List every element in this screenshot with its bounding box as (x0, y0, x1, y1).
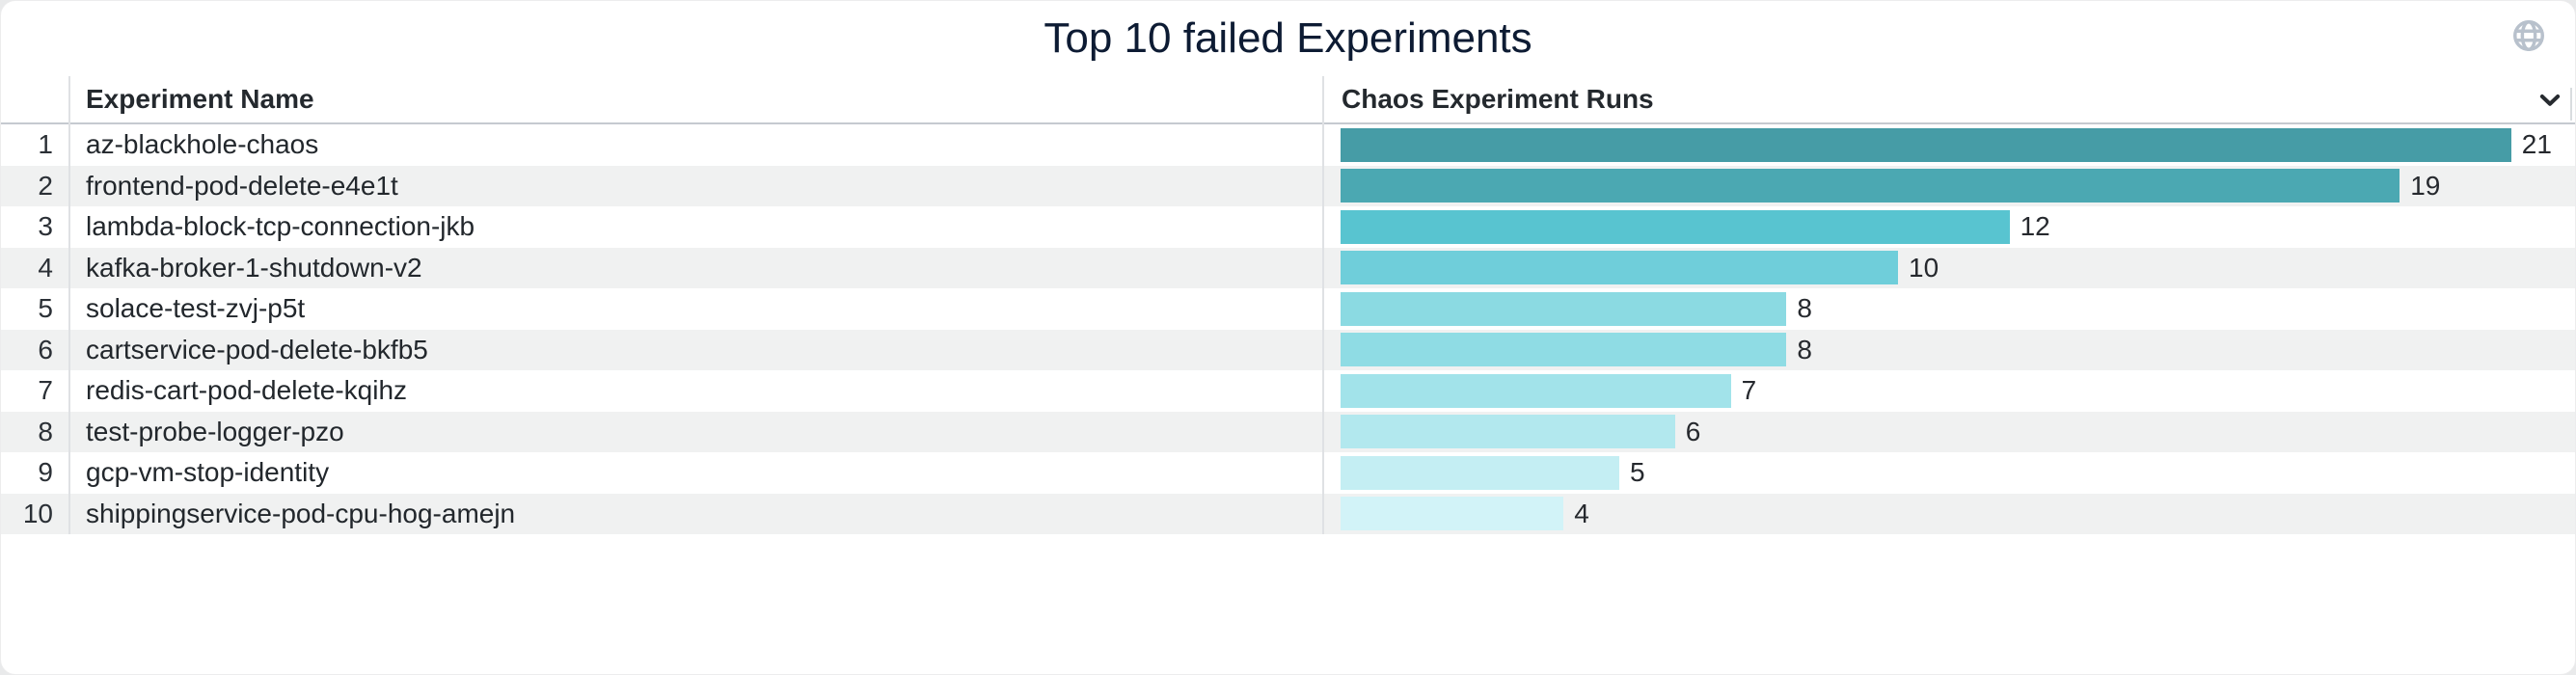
run-count-bar (1341, 373, 1731, 408)
run-count-value: 6 (1685, 416, 1701, 446)
row-bar-cell: 10 (1323, 248, 2575, 289)
row-rank: 2 (38, 170, 53, 201)
row-bar-cell: 5 (1323, 452, 2575, 494)
run-count-value: 12 (2020, 211, 2050, 242)
row-rank: 4 (38, 252, 53, 283)
row-rank: 3 (38, 211, 53, 242)
table-row: 10 shippingservice-pod-cpu-hog-amejn 4 (1, 493, 2575, 535)
row-bar-cell: 4 (1323, 494, 2575, 535)
table-row: 6 cartservice-pod-delete-bkfb5 8 (1, 329, 2575, 371)
row-bar-cell: 12 (1323, 206, 2575, 248)
row-rank: 5 (38, 293, 53, 324)
run-count-bar (1341, 497, 1564, 531)
row-bar-cell: 21 (1323, 124, 2575, 166)
table-row: 7 redis-cart-pod-delete-kqihz 7 (1, 370, 2575, 412)
top10-table: Experiment Name Chaos Experiment Runs 1 … (1, 76, 2575, 534)
table-body: 1 az-blackhole-chaos 21 2 frontend-pod-d… (1, 124, 2575, 534)
row-bar-cell: 8 (1323, 288, 2575, 330)
table-row: 9 gcp-vm-stop-identity 5 (1, 452, 2575, 494)
run-count-bar (1341, 333, 1787, 367)
run-count-bar (1341, 415, 1675, 449)
run-count-value: 21 (2521, 129, 2552, 160)
column-header-experiment-name[interactable]: Experiment Name (86, 84, 314, 114)
row-experiment-name: cartservice-pod-delete-bkfb5 (86, 334, 428, 364)
run-count-bar (1341, 455, 1619, 490)
row-rank: 1 (38, 129, 53, 160)
row-experiment-name: solace-test-zvj-p5t (86, 293, 306, 324)
row-experiment-name: kafka-broker-1-shutdown-v2 (86, 252, 422, 283)
table-row: 4 kafka-broker-1-shutdown-v2 10 (1, 247, 2575, 289)
run-count-value: 4 (1574, 498, 1589, 528)
row-experiment-name: shippingservice-pod-cpu-hog-amejn (86, 498, 516, 528)
row-experiment-name: frontend-pod-delete-e4e1t (86, 170, 398, 201)
row-rank: 6 (38, 334, 53, 364)
table-row: 3 lambda-block-tcp-connection-jkb 12 (1, 206, 2575, 248)
table-row: 8 test-probe-logger-pzo 6 (1, 411, 2575, 453)
run-count-bar (1341, 291, 1787, 326)
row-bar-cell: 6 (1323, 412, 2575, 453)
row-rank: 9 (38, 457, 53, 488)
run-count-value: 8 (1797, 334, 1812, 364)
run-count-bar (1341, 127, 2511, 162)
row-bar-cell: 8 (1323, 330, 2575, 371)
run-count-value: 19 (2410, 170, 2441, 201)
header-column-divider (2570, 88, 2572, 121)
row-bar-cell: 19 (1323, 166, 2575, 207)
row-bar-cell: 7 (1323, 370, 2575, 412)
row-experiment-name: gcp-vm-stop-identity (86, 457, 330, 488)
globe-icon[interactable] (2510, 17, 2547, 54)
run-count-bar (1341, 209, 2010, 244)
row-experiment-name: az-blackhole-chaos (86, 129, 319, 160)
row-experiment-name: lambda-block-tcp-connection-jkb (86, 211, 475, 242)
row-rank: 10 (22, 498, 53, 528)
panel-title: Top 10 failed Experiments (1044, 14, 1532, 62)
row-rank: 7 (38, 375, 53, 406)
row-experiment-name: test-probe-logger-pzo (86, 416, 344, 446)
table-row: 1 az-blackhole-chaos 21 (1, 124, 2575, 166)
table-row: 5 solace-test-zvj-p5t 8 (1, 288, 2575, 330)
chevron-down-icon[interactable] (2535, 86, 2564, 115)
run-count-bar (1341, 169, 2400, 203)
run-count-bar (1341, 251, 1898, 285)
row-experiment-name: redis-cart-pod-delete-kqihz (86, 375, 408, 406)
run-count-value: 10 (1909, 252, 1939, 283)
run-count-value: 8 (1797, 293, 1812, 324)
table-row: 2 frontend-pod-delete-e4e1t 19 (1, 165, 2575, 207)
run-count-value: 7 (1741, 375, 1757, 406)
column-header-chaos-experiment-runs[interactable]: Chaos Experiment Runs (1342, 84, 1654, 114)
table-header: Experiment Name Chaos Experiment Runs (1, 76, 2575, 124)
run-count-value: 5 (1630, 457, 1645, 488)
row-rank: 8 (38, 416, 53, 446)
